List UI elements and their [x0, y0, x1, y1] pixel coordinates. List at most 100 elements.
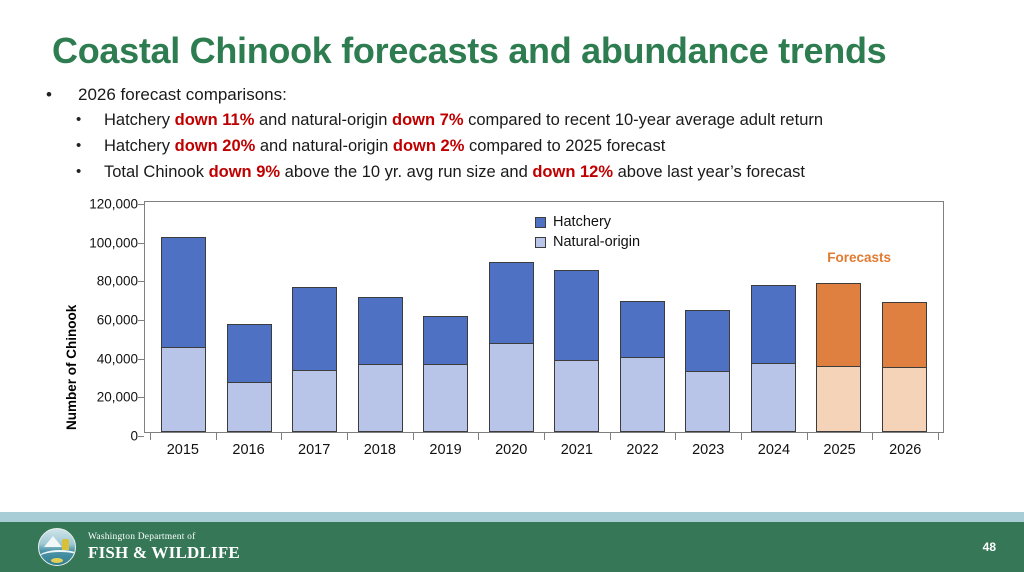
bar-segment-hatchery-2022 [619, 300, 665, 357]
x-tick-label-2021: 2021 [560, 442, 593, 458]
bar-segment-natural-2021 [554, 360, 600, 432]
bullet-text-run: Total Chinook [104, 163, 209, 181]
highlight-value: down 7% [391, 111, 464, 129]
x-tick-label-2018: 2018 [363, 442, 396, 458]
stacked-bar-2022[interactable] [619, 300, 665, 432]
stacked-bar-2018[interactable] [357, 296, 403, 432]
y-tick-mark [138, 320, 144, 321]
bar-segment-hatchery-2017 [292, 287, 338, 371]
bar-segment-hatchery-2018 [357, 296, 403, 365]
bar-segment-hatchery-2016 [226, 323, 272, 382]
bar-segment-natural-2020 [488, 343, 534, 432]
sub-bullet-2: • Hatchery down 20% and natural-origin do… [76, 135, 1006, 157]
bar-slot-2022 [610, 202, 676, 432]
stacked-bar-2016[interactable] [226, 323, 272, 432]
bullet-text-run: Hatchery [104, 111, 175, 129]
bullet-text-run: above the 10 yr. avg run size and [280, 163, 533, 181]
org-name-line2: FISH & WILDLIFE [88, 542, 240, 562]
y-tick-label: 40,000 [96, 351, 138, 367]
y-tick-mark [138, 204, 144, 205]
x-tick-mark [938, 433, 939, 440]
x-tick-mark [150, 433, 151, 440]
x-tick-label-2015: 2015 [166, 442, 199, 458]
x-tick-mark [741, 433, 742, 440]
x-tick-label-2025: 2025 [823, 442, 856, 458]
x-tick-marks [144, 433, 944, 440]
x-axis: 2015 2016 2017 2018 2019 2020 2021 2022 2023 2024… [144, 433, 944, 467]
x-tick-mark [478, 433, 480, 440]
x-tick-label-2023: 2023 [692, 442, 725, 458]
bar-slot-2019 [413, 202, 479, 432]
stacked-bar-2020[interactable] [488, 261, 534, 432]
bar-segment-natural-2018 [357, 364, 403, 432]
bar-segment-hatchery-2019 [423, 316, 469, 365]
x-axis-labels: 2015 2016 2017 2018 2019 2020 2021 2022 2023 2024… [144, 442, 944, 458]
stacked-bar-2015[interactable] [161, 236, 207, 432]
y-tick-label: 100,000 [89, 235, 138, 251]
forecast-annotation: Forecasts [827, 250, 891, 265]
bar-segment-natural-2016 [226, 381, 272, 432]
bullet-text-run: compared to 2025 forecast [464, 137, 666, 155]
page-title: Coastal Chinook forecasts and abundance … [52, 30, 887, 71]
sub-bullet-text: Hatchery down 11% and natural-origin dow… [104, 109, 823, 131]
stacked-bar-2025[interactable] [816, 283, 862, 432]
bar-slot-2018 [348, 202, 414, 432]
x-tick-mark [609, 433, 611, 440]
bullet-text-run: above last year’s forecast [613, 163, 806, 181]
bar-segment-natural-2015 [161, 346, 207, 432]
bar-slot-2020 [479, 202, 545, 432]
bar-slot-2015 [151, 202, 217, 432]
fish-icon [51, 558, 63, 563]
x-tick-mark [872, 433, 874, 440]
stacked-bar-2024[interactable] [750, 285, 796, 432]
y-tick-label: 60,000 [96, 312, 138, 328]
accent-bar [0, 512, 1024, 522]
x-tick-mark [675, 433, 677, 440]
x-tick-label-2020: 2020 [495, 442, 528, 458]
wdfw-logo: Washington Department of FISH & WILDLIFE [38, 528, 240, 566]
bar-segment-hatchery-2025 [816, 283, 862, 367]
wave-icon [39, 550, 75, 559]
bar-segment-natural-2019 [423, 364, 469, 432]
stacked-bar-2023[interactable] [685, 310, 731, 432]
y-tick-mark [138, 281, 144, 283]
bar-segment-natural-2024 [750, 363, 796, 432]
mountain-icon [44, 536, 62, 547]
bar-group [145, 202, 943, 432]
bar-segment-hatchery-2020 [488, 261, 534, 344]
bullet-glyph: • [76, 163, 82, 180]
highlight-value: down 9% [208, 163, 281, 181]
chart-legend: Hatchery Natural-origin [535, 214, 640, 254]
bar-slot-2023 [675, 202, 741, 432]
legend-item-1: Natural-origin [535, 234, 640, 250]
bullet-lead-text: 2026 forecast comparisons: [78, 85, 287, 104]
y-tick-label: 120,000 [89, 196, 138, 212]
bar-segment-hatchery-2026 [881, 301, 927, 368]
bar-segment-natural-2023 [685, 371, 731, 432]
bullet-text-run: compared to recent 10-year average adult… [463, 111, 824, 129]
y-tick-label: 20,000 [96, 389, 138, 405]
x-tick-label-2019: 2019 [429, 442, 462, 458]
bar-segment-natural-2026 [881, 367, 927, 432]
x-tick-label-2024: 2024 [757, 442, 791, 458]
stacked-bar-2019[interactable] [423, 316, 469, 432]
bullet-list: • 2026 forecast comparisons: • Hatchery d… [46, 84, 1006, 187]
bar-segment-natural-2022 [619, 356, 665, 432]
bar-segment-hatchery-2024 [750, 285, 796, 364]
legend-item-0: Hatchery [535, 214, 640, 230]
bar-segment-hatchery-2023 [685, 310, 731, 372]
x-tick-mark [281, 433, 283, 440]
stacked-bar-2021[interactable] [554, 269, 600, 432]
org-name-line1: Washington Department of [88, 531, 196, 542]
stacked-bar-2026[interactable] [881, 301, 927, 432]
deer-icon [62, 539, 69, 550]
legend-swatch-icon [535, 216, 546, 228]
legend-label: Natural-origin [553, 234, 641, 250]
bullet-glyph: • [76, 111, 82, 128]
bar-segment-natural-2017 [292, 370, 338, 432]
stacked-bar-2017[interactable] [292, 287, 338, 432]
bar-slot-2025 [806, 202, 872, 432]
bullet-text-run: and natural-origin [255, 137, 393, 155]
y-tick-mark [138, 397, 144, 399]
